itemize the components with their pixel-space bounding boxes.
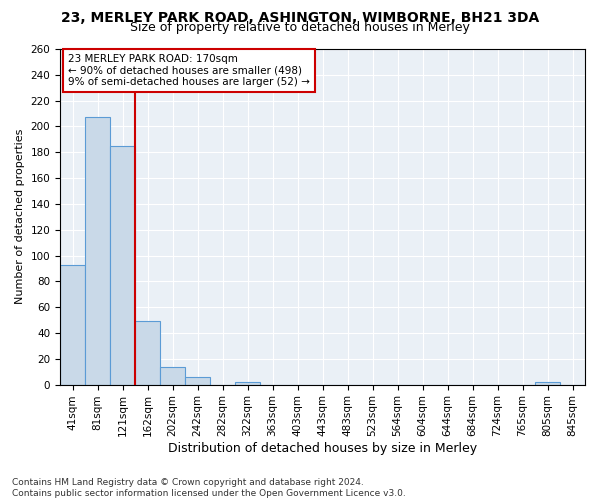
Bar <box>235 382 260 384</box>
Y-axis label: Number of detached properties: Number of detached properties <box>15 129 25 304</box>
Text: 23 MERLEY PARK ROAD: 170sqm
← 90% of detached houses are smaller (498)
9% of sem: 23 MERLEY PARK ROAD: 170sqm ← 90% of det… <box>68 54 310 87</box>
Bar <box>185 377 210 384</box>
X-axis label: Distribution of detached houses by size in Merley: Distribution of detached houses by size … <box>168 442 477 455</box>
Bar <box>60 264 85 384</box>
Text: Contains HM Land Registry data © Crown copyright and database right 2024.
Contai: Contains HM Land Registry data © Crown c… <box>12 478 406 498</box>
Bar <box>85 118 110 384</box>
Bar <box>110 146 135 384</box>
Bar <box>135 322 160 384</box>
Text: 23, MERLEY PARK ROAD, ASHINGTON, WIMBORNE, BH21 3DA: 23, MERLEY PARK ROAD, ASHINGTON, WIMBORN… <box>61 11 539 25</box>
Text: Size of property relative to detached houses in Merley: Size of property relative to detached ho… <box>130 21 470 34</box>
Bar <box>160 366 185 384</box>
Bar <box>535 382 560 384</box>
